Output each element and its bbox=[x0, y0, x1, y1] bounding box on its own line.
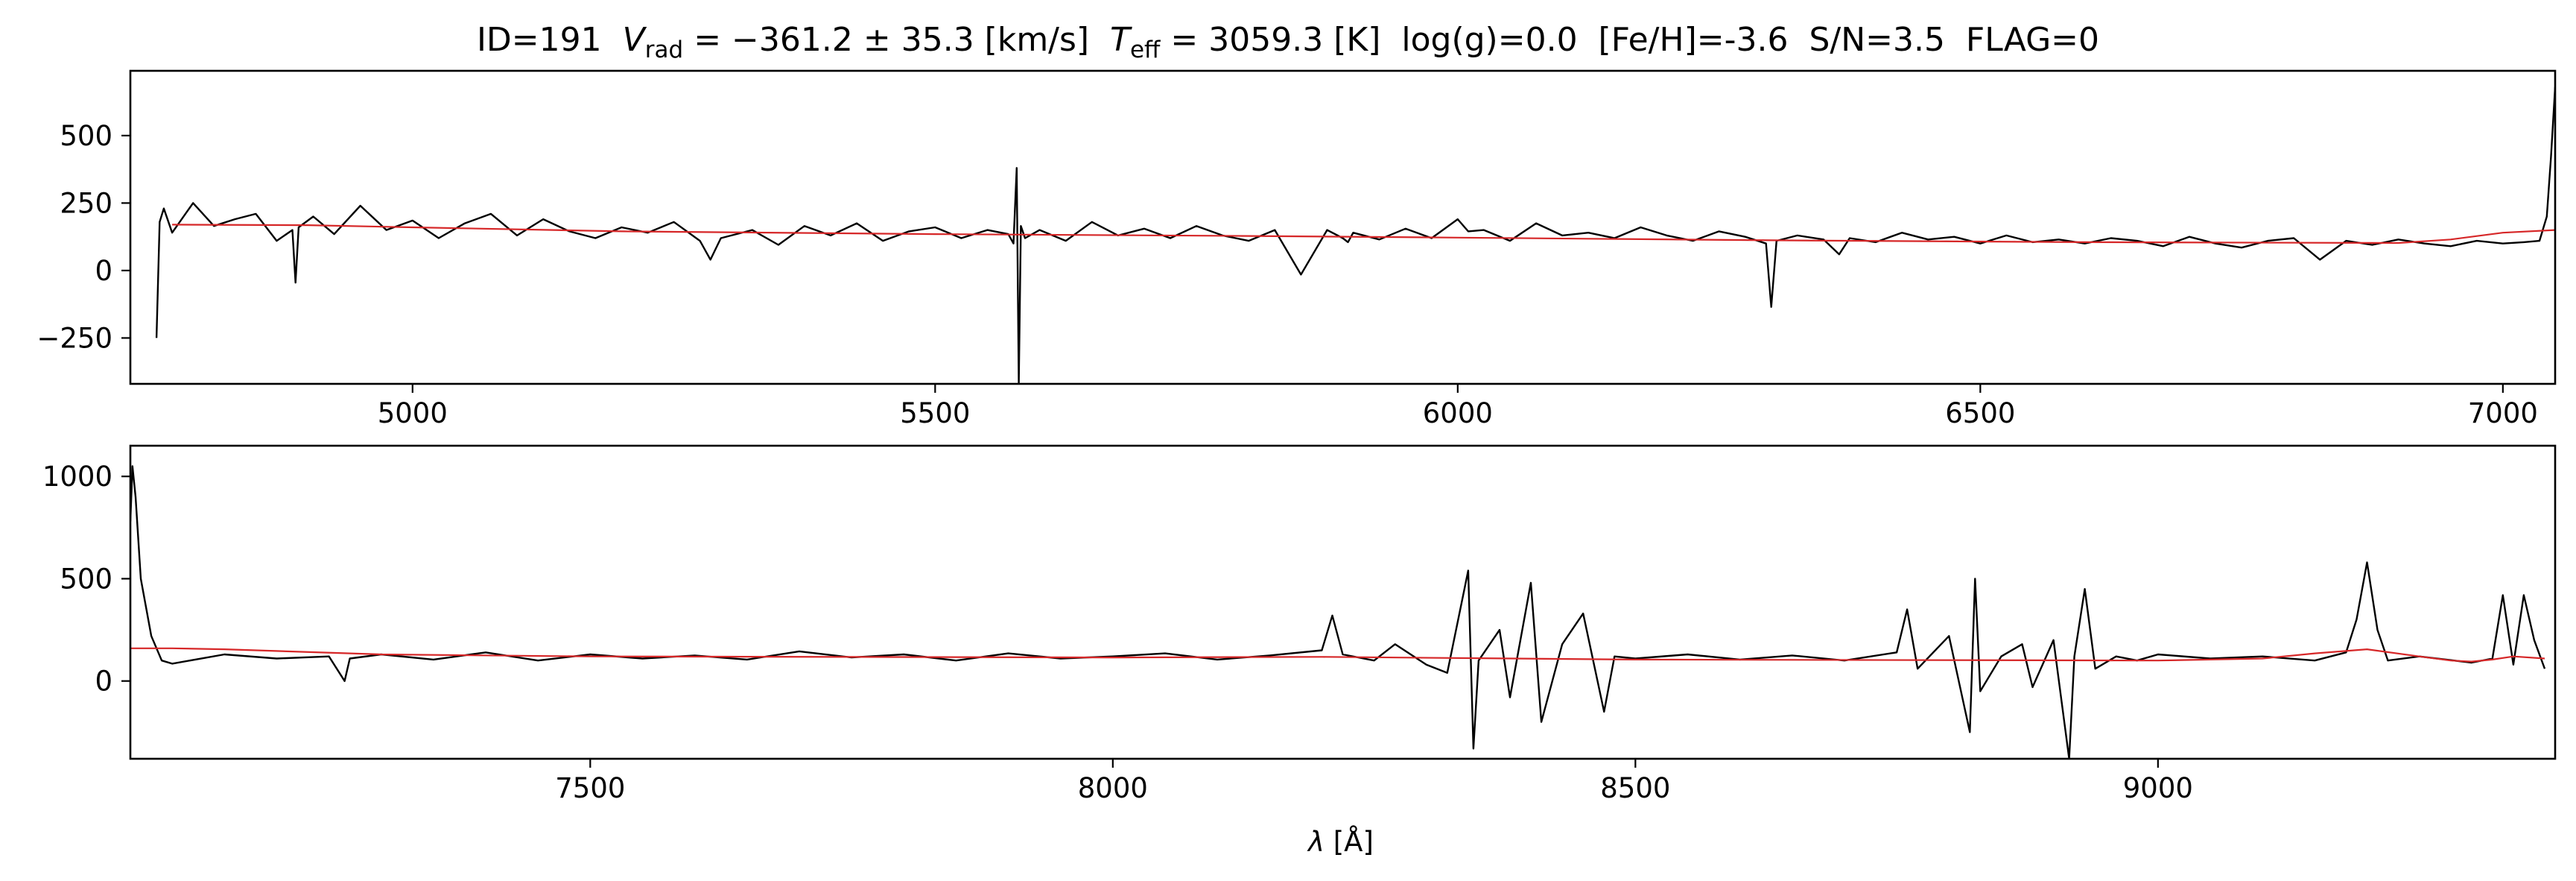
title-teff-symbol: T bbox=[1110, 21, 1132, 59]
top-y-tick-label: 500 bbox=[60, 120, 112, 152]
top-y-tick-label: 0 bbox=[95, 255, 112, 287]
top-x-tick-label: 7000 bbox=[2468, 397, 2538, 429]
top-axes-frame bbox=[129, 69, 2557, 385]
title-parameters: log(g)=0.0 [Fe/H]=-3.6 S/N=3.5 FLAG=0 bbox=[1401, 21, 2099, 59]
x-axis-label-lambda: λ bbox=[1307, 826, 1325, 858]
bottom-model-fit-line bbox=[130, 647, 2545, 663]
x-axis-label: λ [Å] bbox=[1307, 825, 1374, 858]
bottom-spectrum-panel: 7500 8000 8500 9000 0 500 1000 bbox=[42, 444, 2557, 804]
top-x-tick-label: 6000 bbox=[1423, 397, 1493, 429]
bottom-y-tick-label: 1000 bbox=[42, 461, 112, 493]
bottom-x-tick-label: 8500 bbox=[1600, 772, 1670, 804]
title-vrad-symbol: V bbox=[623, 21, 647, 59]
bottom-y-tick-label: 500 bbox=[60, 563, 112, 595]
top-spectrum-panel: 5000 5500 6000 6500 7000 −250 0 250 500 bbox=[37, 69, 2557, 429]
top-x-tick-label: 5000 bbox=[378, 397, 448, 429]
bottom-x-tick-label: 7500 bbox=[555, 772, 625, 804]
top-x-tick-label: 5500 bbox=[900, 397, 970, 429]
title-teff-value: = 3059.3 [K] bbox=[1160, 21, 1380, 59]
bottom-x-tick-label: 9000 bbox=[2123, 772, 2193, 804]
bottom-x-tick-label: 8000 bbox=[1078, 772, 1148, 804]
bottom-axes-frame bbox=[129, 444, 2557, 760]
top-x-tick-label: 6500 bbox=[1945, 397, 2015, 429]
top-observed-spectrum-line bbox=[155, 86, 2555, 384]
title-vrad-value: = −361.2 ± 35.3 [km/s] bbox=[683, 21, 1089, 59]
bottom-observed-spectrum-line bbox=[130, 465, 2546, 759]
top-model-fit-line bbox=[172, 224, 2555, 244]
title-teff-subscript: eff bbox=[1130, 37, 1161, 63]
bottom-y-tick-label: 0 bbox=[95, 666, 112, 698]
top-y-tick-label: 250 bbox=[60, 187, 112, 219]
title-vrad-subscript: rad bbox=[645, 37, 683, 63]
top-y-tick-label: −250 bbox=[37, 322, 112, 354]
title-id: ID=191 bbox=[477, 21, 602, 59]
x-axis-label-unit: [Å] bbox=[1325, 825, 1374, 858]
chart-title: ID=191 Vrad = −361.2 ± 35.3 [km/s] Teff = … bbox=[477, 21, 2099, 63]
